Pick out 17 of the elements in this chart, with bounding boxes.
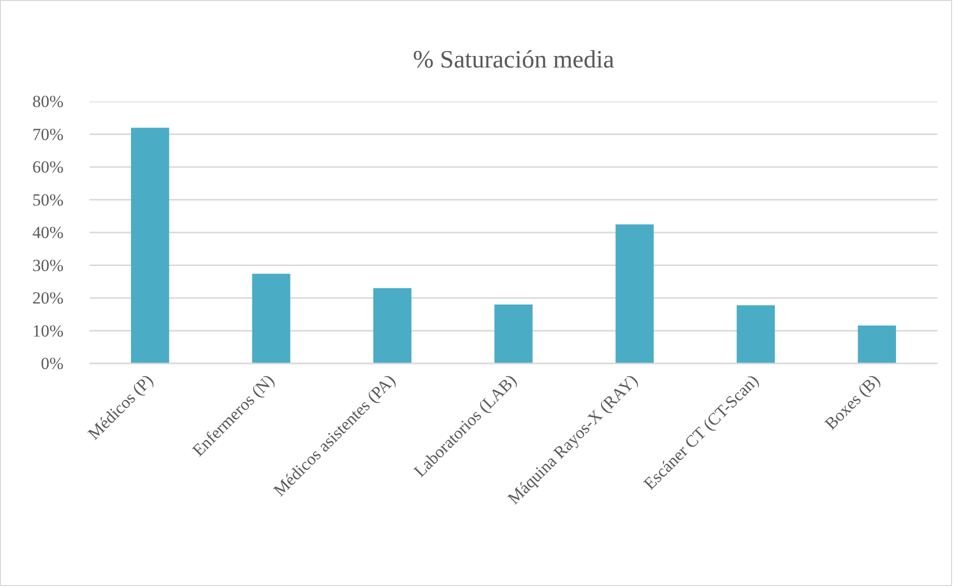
- chart-title: % Saturación media: [412, 46, 614, 74]
- bar: [130, 128, 170, 364]
- y-tick-label: 0%: [40, 354, 64, 373]
- bar: [616, 224, 654, 364]
- bar: [858, 326, 896, 364]
- bar: [373, 288, 412, 364]
- y-tick-label: 80%: [32, 92, 64, 111]
- bar: [252, 274, 290, 364]
- y-tick-label: 70%: [32, 124, 64, 144]
- y-tick-label: 10%: [32, 321, 64, 340]
- y-tick-label: 50%: [32, 190, 64, 210]
- y-tick-label: 30%: [32, 256, 64, 275]
- bar: [736, 305, 775, 364]
- y-tick-label: 60%: [32, 158, 64, 176]
- y-tick-label: 40%: [32, 223, 64, 242]
- y-tick-label: 20%: [32, 288, 64, 308]
- bar: [494, 304, 533, 364]
